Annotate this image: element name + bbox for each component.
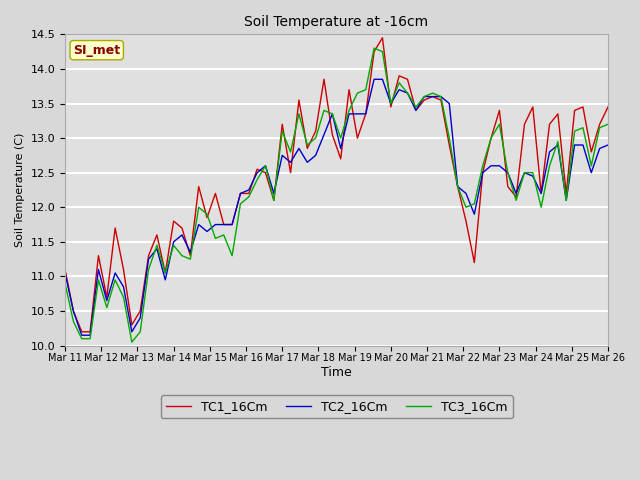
TC3_16Cm xyxy=(303,142,311,148)
Y-axis label: Soil Temperature (C): Soil Temperature (C) xyxy=(15,133,25,247)
TC3_16Cm xyxy=(61,280,69,286)
TC1_16Cm xyxy=(203,215,211,220)
TC1_16Cm xyxy=(312,128,319,134)
Title: Soil Temperature at -16cm: Soil Temperature at -16cm xyxy=(244,15,429,29)
TC2_16Cm xyxy=(371,76,378,82)
TC2_16Cm xyxy=(504,170,511,176)
Legend: TC1_16Cm, TC2_16Cm, TC3_16Cm: TC1_16Cm, TC2_16Cm, TC3_16Cm xyxy=(161,396,513,419)
TC2_16Cm xyxy=(111,270,119,276)
TC3_16Cm xyxy=(203,211,211,217)
TC1_16Cm xyxy=(237,191,244,196)
TC2_16Cm xyxy=(303,159,311,165)
TC3_16Cm xyxy=(103,305,111,311)
TC1_16Cm xyxy=(303,145,311,151)
TC3_16Cm xyxy=(604,121,612,127)
TC2_16Cm xyxy=(604,142,612,148)
TC2_16Cm xyxy=(312,153,319,158)
TC3_16Cm xyxy=(504,170,511,176)
TC2_16Cm xyxy=(78,332,86,338)
TC2_16Cm xyxy=(61,270,69,276)
TC1_16Cm xyxy=(504,184,511,190)
TC3_16Cm xyxy=(128,339,136,345)
TC3_16Cm xyxy=(237,201,244,207)
TC1_16Cm xyxy=(111,225,119,231)
Text: SI_met: SI_met xyxy=(73,44,120,57)
TC1_16Cm xyxy=(78,329,86,335)
TC3_16Cm xyxy=(312,135,319,141)
Line: TC1_16Cm: TC1_16Cm xyxy=(65,38,608,332)
TC1_16Cm xyxy=(61,266,69,272)
TC3_16Cm xyxy=(371,45,378,51)
Line: TC2_16Cm: TC2_16Cm xyxy=(65,79,608,335)
TC2_16Cm xyxy=(203,228,211,234)
TC1_16Cm xyxy=(379,35,387,41)
TC1_16Cm xyxy=(604,104,612,110)
Line: TC3_16Cm: TC3_16Cm xyxy=(65,48,608,342)
TC2_16Cm xyxy=(237,191,244,196)
X-axis label: Time: Time xyxy=(321,366,352,379)
